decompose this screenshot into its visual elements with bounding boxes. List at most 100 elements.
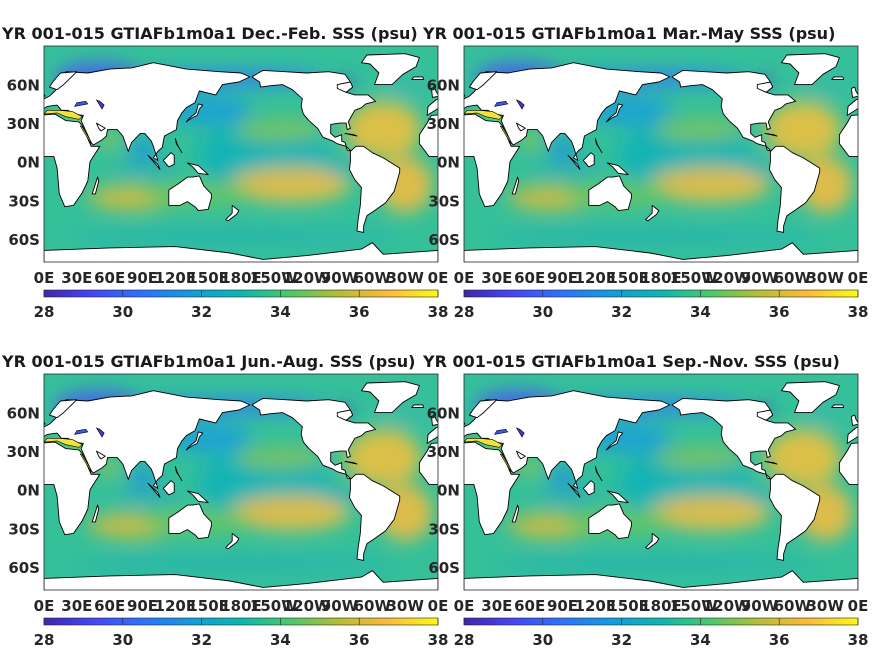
land-iceland xyxy=(411,404,425,408)
lon-tick-label: 90W xyxy=(321,269,359,287)
land-new-guinea xyxy=(186,490,209,504)
salinity-region xyxy=(655,446,744,470)
lat-tick-label: 60N xyxy=(427,405,460,423)
land-south-america xyxy=(348,473,401,561)
salinity-region xyxy=(650,494,771,531)
lat-tick-label: 30S xyxy=(8,520,40,538)
mediterranean-sea xyxy=(44,110,83,120)
colorbar-tick-label: 32 xyxy=(191,303,212,321)
salinity-region xyxy=(235,118,324,142)
colorbar xyxy=(463,289,859,298)
land-madagascar xyxy=(511,504,520,523)
lon-tick-label: 180E xyxy=(640,597,682,615)
salinity-region xyxy=(326,489,353,503)
salinity-region xyxy=(650,166,771,203)
map-frame xyxy=(43,45,439,263)
salinity-region xyxy=(549,466,576,488)
red-sea xyxy=(79,453,92,472)
land-australia xyxy=(588,503,632,540)
lat-tick-label: 60N xyxy=(427,77,460,95)
lon-tick-label: 0E xyxy=(848,269,869,287)
land-new-zealand xyxy=(645,532,660,550)
lat-tick-label: 0N xyxy=(437,482,460,500)
land-eurasia xyxy=(464,62,671,161)
land-cuba xyxy=(764,132,778,137)
land-australia xyxy=(168,503,212,540)
lon-tick-label: 0E xyxy=(34,597,55,615)
land-hudson-ring xyxy=(336,81,354,93)
land-japan xyxy=(605,103,624,123)
lon-tick-label: 30E xyxy=(481,269,512,287)
colorbar-tick-label: 34 xyxy=(270,303,291,321)
panel-title: YR 001-015 GTIAFb1m0a1 Mar.-May SSS (psu… xyxy=(422,24,835,43)
land-australia xyxy=(588,175,632,212)
lon-tick-label: 90W xyxy=(321,597,359,615)
lon-tick-label: 150W xyxy=(670,269,718,287)
land-scandinavia xyxy=(49,71,78,91)
lon-tick-label: 30E xyxy=(61,269,92,287)
lon-tick-label: 180E xyxy=(640,269,682,287)
land-japan xyxy=(185,431,204,451)
salinity-region xyxy=(326,161,353,175)
colorbar-tick-label: 38 xyxy=(848,631,869,649)
lon-tick-label: 90E xyxy=(547,597,578,615)
salinity-region xyxy=(115,488,181,504)
land-eurasia xyxy=(44,390,251,489)
land-scandinavia xyxy=(864,72,875,90)
lon-tick-label: 60E xyxy=(514,269,545,287)
caspian-sea xyxy=(515,99,525,110)
red-sea xyxy=(79,125,92,144)
land-sumatra xyxy=(147,154,161,170)
colorbar-tick-label: 36 xyxy=(349,303,370,321)
land-japan xyxy=(605,431,624,451)
land-sumatra xyxy=(147,482,161,498)
land-south-america xyxy=(768,145,821,233)
map-frame xyxy=(463,45,859,263)
mediterranean-sea xyxy=(44,438,83,448)
red-sea xyxy=(499,125,512,144)
land-new-zealand xyxy=(225,204,240,222)
land-new-zealand xyxy=(645,204,660,222)
salinity-region xyxy=(71,228,400,245)
lat-tick-label: 30N xyxy=(7,443,40,461)
salinity-region xyxy=(71,556,400,572)
land-cuba xyxy=(344,132,358,137)
mediterranean-sea xyxy=(464,110,503,120)
land-eurasia xyxy=(426,98,438,116)
land-sumatra xyxy=(567,482,581,498)
colorbar xyxy=(43,617,439,626)
colorbar xyxy=(43,289,439,298)
lat-tick-label: 30S xyxy=(8,192,40,210)
sss-field xyxy=(464,374,858,590)
panel-title: YR 001-015 GTIAFb1m0a1 Dec.-Feb. SSS (ps… xyxy=(1,24,418,43)
colorbar-tick-label: 28 xyxy=(454,631,475,649)
colorbar-tick-label: 34 xyxy=(270,631,291,649)
landmasses xyxy=(464,381,858,590)
land-new-guinea xyxy=(186,162,209,176)
land-greenland xyxy=(780,53,840,86)
lon-tick-label: 0E xyxy=(34,269,55,287)
colorbar-tick-label: 28 xyxy=(454,303,475,321)
land-new-guinea xyxy=(606,490,629,504)
caspian-sea xyxy=(95,99,105,110)
mediterranean-sea xyxy=(464,438,503,448)
land-africa xyxy=(44,441,101,536)
lon-tick-label: 150E xyxy=(187,269,229,287)
lon-tick-label: 0E xyxy=(848,597,869,615)
salinity-region xyxy=(129,466,156,488)
land-britain xyxy=(850,86,858,98)
lat-tick-label: 60N xyxy=(7,77,40,95)
land-africa xyxy=(44,113,101,208)
land-madagascar xyxy=(91,504,100,523)
lat-tick-label: 30S xyxy=(428,520,460,538)
land-africa xyxy=(464,113,521,208)
salinity-region xyxy=(746,161,773,175)
lon-tick-label: 60W xyxy=(774,597,812,615)
lon-tick-label: 150W xyxy=(670,597,718,615)
land-philippines xyxy=(594,138,603,154)
lon-tick-label: 150E xyxy=(607,597,649,615)
map-panel-4: YR 001-015 GTIAFb1m0a1 Sep.-Nov. SSS (ps… xyxy=(422,352,869,649)
land-cuba xyxy=(344,460,358,465)
land-south-america xyxy=(348,145,401,233)
